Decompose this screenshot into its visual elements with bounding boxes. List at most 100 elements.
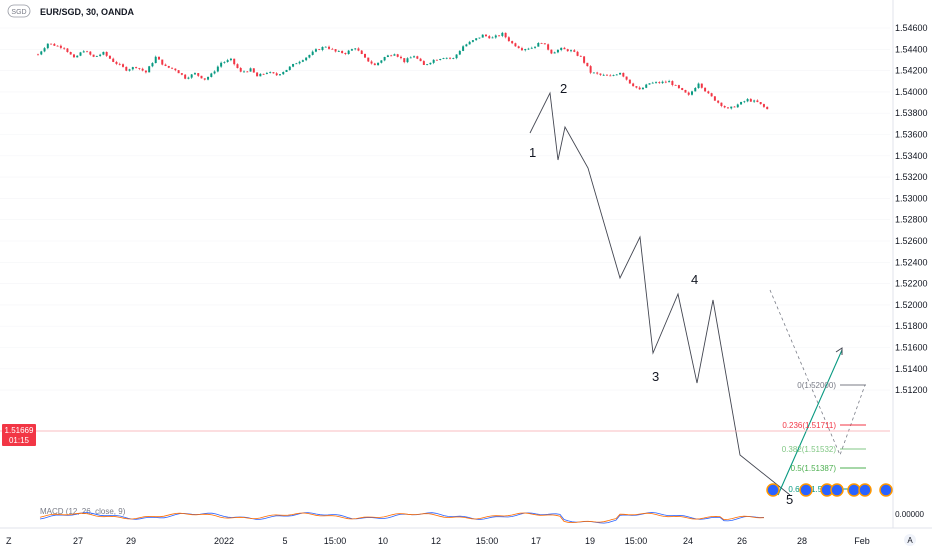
candle-body bbox=[40, 51, 43, 55]
candle-body bbox=[364, 53, 366, 58]
candle-body bbox=[331, 48, 334, 50]
candle-body bbox=[386, 55, 389, 58]
elliott-wave-drawing[interactable]: 1 2 3 4 5 bbox=[529, 81, 793, 507]
candle-body bbox=[524, 49, 527, 51]
event-flag-icon[interactable] bbox=[799, 483, 813, 497]
event-flag-icon[interactable] bbox=[830, 483, 844, 497]
candle-body bbox=[576, 51, 579, 56]
price-tick-label: 1.51400 bbox=[895, 364, 928, 374]
candle-body bbox=[157, 56, 160, 60]
price-axis[interactable]: 1.54600 1.54400 1.54200 1.54000 1.53800 1.536… bbox=[0, 23, 928, 395]
candle-body bbox=[671, 81, 674, 85]
candle-body bbox=[66, 48, 69, 53]
candle-body bbox=[177, 70, 180, 74]
candle-body bbox=[367, 57, 370, 62]
fibonacci-retracement[interactable]: 0(1.52000) 0.236(1.51711) 0.382(1.51532) 0.… bbox=[782, 381, 866, 494]
candle-body bbox=[501, 32, 504, 36]
time-tick-label: 15:00 bbox=[625, 536, 648, 546]
candle-body bbox=[596, 72, 599, 74]
candle-body bbox=[697, 83, 700, 89]
event-flag-icon[interactable] bbox=[847, 483, 861, 497]
time-tick-label: Feb bbox=[854, 536, 870, 546]
candle-body bbox=[520, 48, 523, 51]
time-axis[interactable]: 27 29 2022 5 15:00 10 12 15:00 17 19 15:00 24 26 28 Fe… bbox=[73, 536, 870, 546]
candle-body bbox=[311, 51, 314, 55]
candle-body bbox=[426, 64, 429, 66]
currency-badge[interactable] bbox=[7, 4, 31, 18]
candle-body bbox=[475, 38, 478, 41]
candle-body bbox=[720, 102, 723, 106]
last-price-tag[interactable]: 1.51669 01:15 bbox=[2, 424, 36, 446]
event-flag-icon[interactable] bbox=[858, 483, 872, 497]
timezone-button[interactable]: Z bbox=[6, 536, 12, 546]
price-tick-label: 1.52800 bbox=[895, 215, 928, 225]
auto-scale-button[interactable]: A bbox=[904, 534, 916, 546]
candle-body bbox=[171, 67, 174, 69]
candle-body bbox=[465, 44, 468, 47]
candle-body bbox=[226, 60, 229, 62]
candle-body bbox=[432, 59, 435, 63]
time-tick-label: 17 bbox=[531, 536, 541, 546]
candle-body bbox=[573, 50, 576, 52]
candle-body bbox=[239, 68, 242, 72]
candle-body bbox=[161, 59, 164, 65]
projection-arrow[interactable] bbox=[777, 349, 843, 496]
candle-body bbox=[190, 74, 193, 78]
candle-body bbox=[622, 72, 625, 77]
candle-body bbox=[285, 69, 288, 72]
candle-body bbox=[759, 102, 762, 105]
candle-body bbox=[128, 69, 131, 71]
candle-body bbox=[141, 68, 144, 71]
time-tick-label: 10 bbox=[378, 536, 388, 546]
candle-body bbox=[753, 100, 756, 102]
wave-label: 3 bbox=[652, 369, 659, 384]
fib-level-label: 0.5(1.51387) bbox=[791, 464, 837, 473]
event-flag-icon[interactable] bbox=[879, 483, 893, 497]
candle-body bbox=[710, 93, 713, 97]
candle-body bbox=[174, 68, 177, 71]
candle-body bbox=[586, 62, 589, 67]
candle-body bbox=[82, 51, 85, 53]
candle-body bbox=[700, 83, 703, 88]
wave-label: 1 bbox=[529, 145, 536, 160]
projection-drawing[interactable] bbox=[769, 289, 866, 496]
candle-body bbox=[314, 49, 317, 52]
candle-body bbox=[383, 57, 386, 61]
candle-body bbox=[504, 32, 507, 38]
chart-title: EUR/SGD, 30, OANDA bbox=[40, 7, 135, 17]
candle-body bbox=[105, 51, 108, 56]
macd-indicator-pane[interactable]: MACD (12, 26, close, 9) 0.00000 bbox=[39, 507, 925, 524]
economic-events[interactable] bbox=[766, 483, 893, 497]
candle-body bbox=[282, 71, 285, 75]
candle-body bbox=[677, 85, 680, 89]
candles bbox=[37, 31, 769, 110]
candle-body bbox=[102, 51, 105, 55]
price-tick-label: 1.53000 bbox=[895, 193, 928, 203]
candle-body bbox=[766, 106, 769, 110]
candle-body bbox=[756, 100, 759, 103]
candle-body bbox=[713, 96, 716, 101]
candle-body bbox=[452, 58, 455, 59]
candle-body bbox=[69, 52, 72, 55]
candle-body bbox=[655, 82, 658, 83]
candle-body bbox=[605, 74, 608, 76]
candle-body bbox=[468, 41, 471, 45]
candle-body bbox=[249, 68, 252, 72]
wave-line[interactable] bbox=[529, 91, 791, 496]
candle-body bbox=[498, 35, 501, 37]
candle-body bbox=[278, 74, 281, 76]
candle-body bbox=[566, 49, 569, 52]
candle-body bbox=[534, 46, 537, 48]
candle-body bbox=[43, 48, 46, 52]
event-flag-icon[interactable] bbox=[766, 483, 780, 497]
candle-body bbox=[118, 63, 121, 65]
candle-body bbox=[207, 76, 210, 80]
candle-body bbox=[563, 47, 566, 50]
candle-body bbox=[612, 75, 615, 76]
candle-body bbox=[292, 63, 295, 67]
wave-label: 5 bbox=[786, 492, 793, 507]
candle-body bbox=[648, 83, 651, 85]
candle-body bbox=[439, 58, 442, 61]
